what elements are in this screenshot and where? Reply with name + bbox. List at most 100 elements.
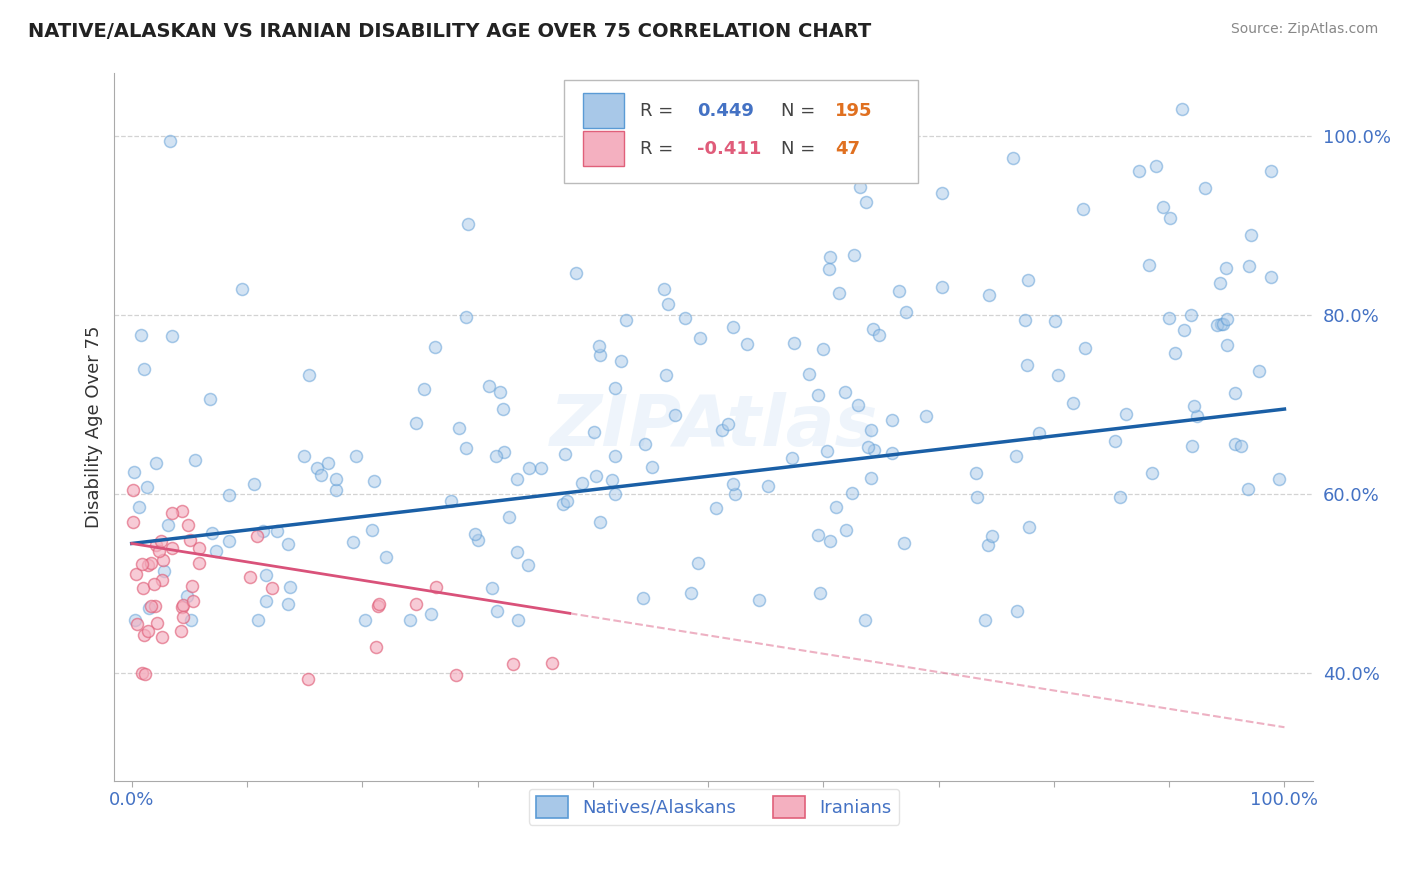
Point [807,388,830,402]
Point [485,604,508,618]
Point [783,335,806,350]
Point [138,601,160,615]
Point [1209,317,1232,331]
Point [454,441,477,455]
Point [311,467,333,482]
Point [1173,322,1195,336]
Point [1140,466,1163,480]
Point [177,517,200,532]
Point [277,537,299,551]
Point [862,443,884,458]
Point [246,613,269,627]
Point [492,445,515,459]
Point [1268,472,1291,486]
Point [181,594,204,608]
Point [931,186,953,201]
Point [464,527,486,541]
Point [841,486,863,500]
Point [198,392,221,406]
Point [128,500,150,514]
Point [145,456,167,470]
Point [246,529,269,543]
Point [835,523,858,537]
Point [363,474,385,488]
Point [172,609,194,624]
Point [585,469,607,483]
Point [489,384,512,399]
Point [184,453,207,467]
Point [1104,434,1126,449]
Point [420,607,443,621]
Point [818,250,841,264]
FancyBboxPatch shape [583,131,624,167]
Point [1028,426,1050,441]
Point [1015,359,1038,373]
Point [1152,200,1174,214]
Point [506,545,529,559]
Point [652,282,675,296]
Point [1071,202,1094,216]
Point [405,597,427,611]
Point [673,311,696,326]
Point [1164,345,1187,359]
Point [824,500,846,514]
Point [815,444,838,458]
Point [894,305,917,319]
Point [976,538,998,552]
Point [1144,159,1167,173]
Point [603,449,626,463]
Point [915,409,938,423]
Point [1017,272,1039,286]
Point [860,471,883,485]
Point [150,534,173,549]
Point [425,580,447,594]
Point [132,581,155,595]
FancyBboxPatch shape [564,80,918,183]
Point [278,580,301,594]
Point [1181,439,1204,453]
Text: R =: R = [640,140,672,158]
Text: Source: ZipAtlas.com: Source: ZipAtlas.com [1230,22,1378,37]
Text: NATIVE/ALASKAN VS IRANIAN DISABILITY AGE OVER 75 CORRELATION CHART: NATIVE/ALASKAN VS IRANIAN DISABILITY AGE… [28,22,872,41]
Point [160,506,183,520]
Point [1159,211,1181,226]
Point [516,558,538,572]
Point [981,529,1004,543]
Point [1187,409,1209,423]
Point [242,476,264,491]
Point [1074,341,1097,355]
Point [176,589,198,603]
Point [681,586,703,600]
Point [780,451,803,466]
Point [1046,368,1069,383]
Point [342,535,364,549]
Point [1230,439,1253,453]
Point [582,425,605,440]
Point [853,613,876,627]
Text: -0.411: -0.411 [697,140,762,158]
Point [456,310,478,325]
Point [136,480,159,494]
Point [977,288,1000,302]
Point [201,526,224,541]
Point [179,533,201,547]
Point [139,599,162,613]
Point [218,487,240,501]
Text: R =: R = [640,102,672,120]
Point [1206,318,1229,332]
Point [205,544,228,558]
Point [554,447,576,461]
Point [820,534,842,549]
Point [145,599,167,613]
Point [862,322,884,336]
Point [153,564,176,578]
Point [603,381,626,395]
Point [565,266,588,280]
Point [425,340,447,354]
Point [748,592,770,607]
Point [481,582,503,596]
Point [664,408,686,422]
Point [846,398,869,412]
Point [1216,337,1239,351]
Text: N =: N = [780,140,815,158]
